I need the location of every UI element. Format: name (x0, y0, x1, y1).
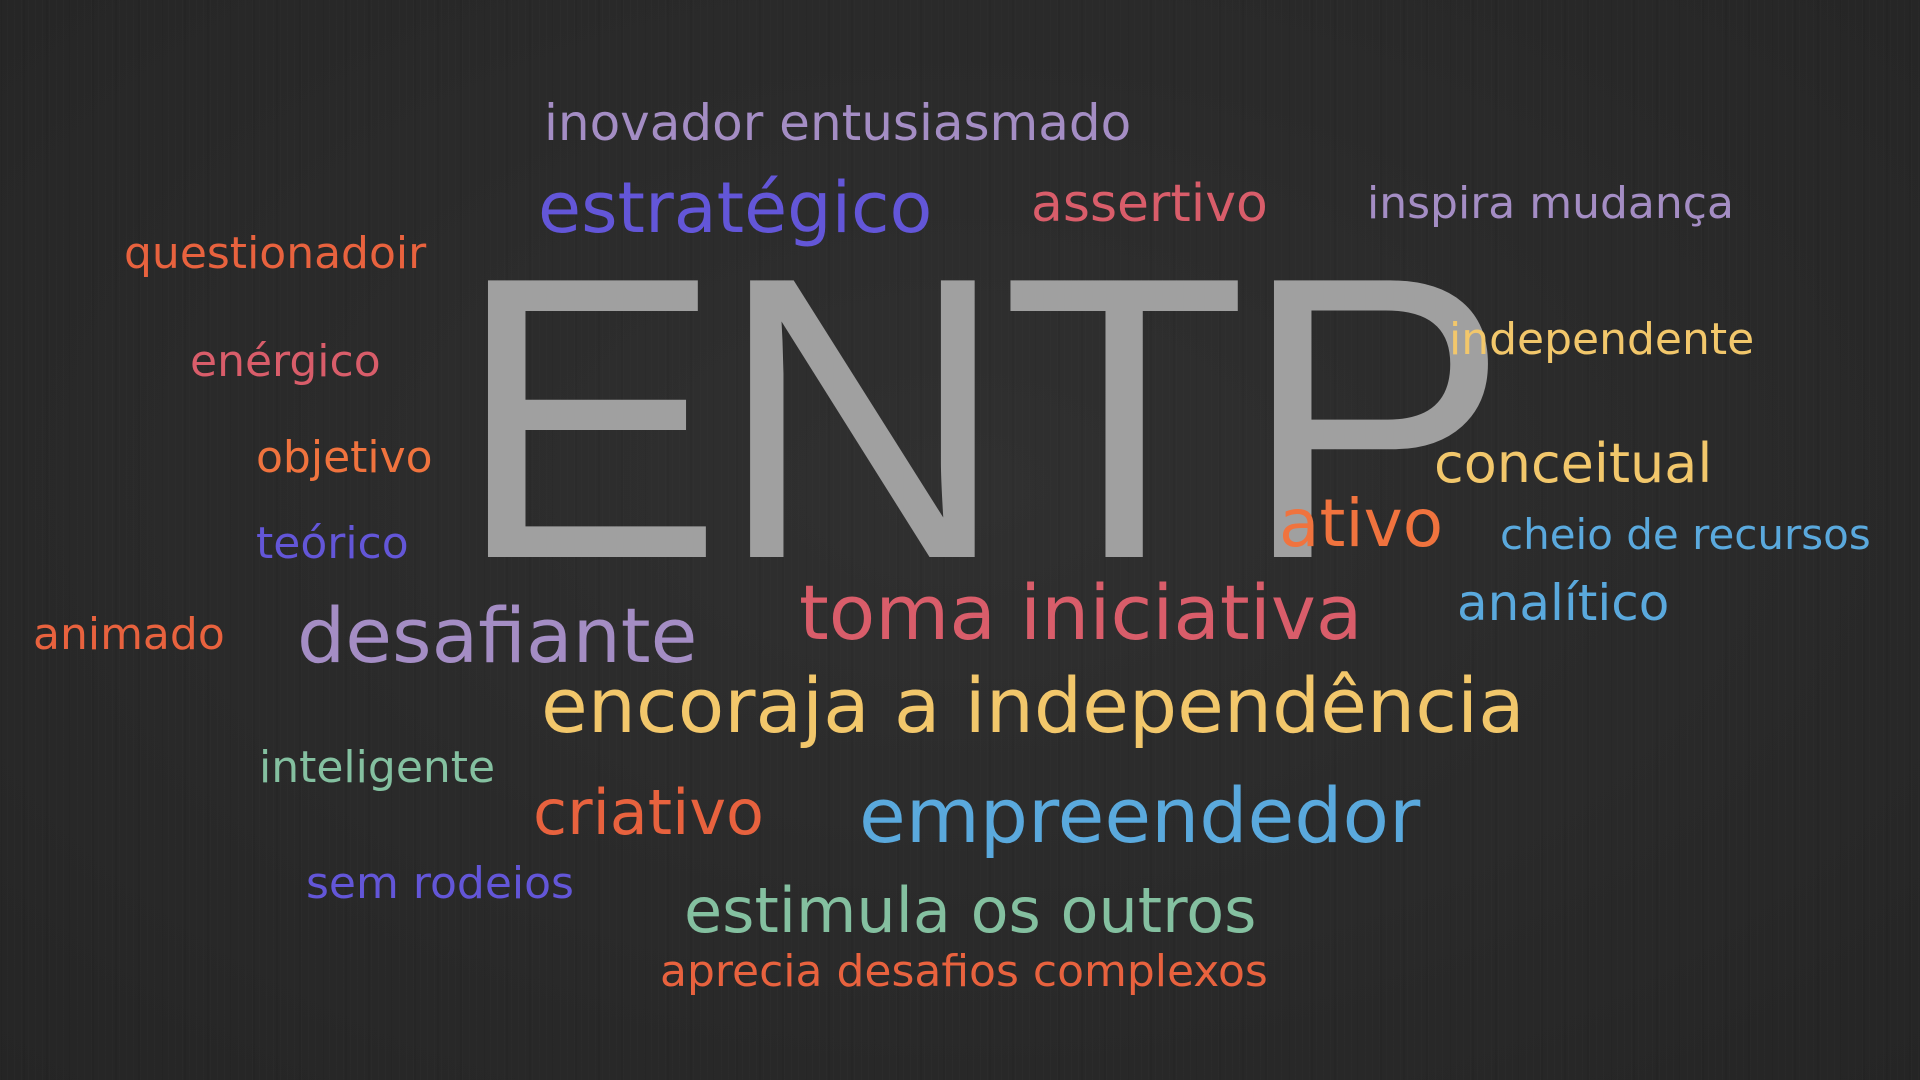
word-teorico: teórico (256, 518, 409, 569)
word-inspira-mudanca: inspira mudança (1367, 178, 1734, 229)
word-criativo: criativo (533, 776, 764, 849)
word-cheio-de-recursos: cheio de recursos (1500, 510, 1871, 559)
word-toma-iniciativa: toma iniciativa (799, 568, 1363, 657)
word-inovador-entusiasmado: inovador entusiasmado (544, 94, 1132, 152)
word-independente: independente (1449, 314, 1755, 365)
word-energico: enérgico (190, 336, 381, 387)
word-estrategico: estratégico (538, 167, 933, 249)
word-ativo: ativo (1279, 485, 1444, 562)
word-desafiante: desafiante (297, 591, 698, 680)
word-animado: animado (33, 609, 225, 660)
word-encoraja-a-independencia: encoraja a independência (541, 661, 1525, 750)
word-sem-rodeios: sem rodeios (306, 858, 574, 909)
word-objetivo: objetivo (256, 432, 433, 483)
center-word: ENTP (455, 194, 1509, 643)
word-questionadoir: questionadoir (124, 228, 427, 279)
word-inteligente: inteligente (259, 742, 496, 793)
word-analitico: analítico (1457, 574, 1670, 632)
word-assertivo: assertivo (1031, 174, 1268, 234)
word-conceitual: conceitual (1434, 432, 1713, 495)
word-aprecia-desafios-complexos: aprecia desafios complexos (660, 946, 1268, 997)
word-estimula-os-outros: estimula os outros (684, 874, 1257, 947)
word-empreendedor: empreendedor (859, 771, 1421, 860)
